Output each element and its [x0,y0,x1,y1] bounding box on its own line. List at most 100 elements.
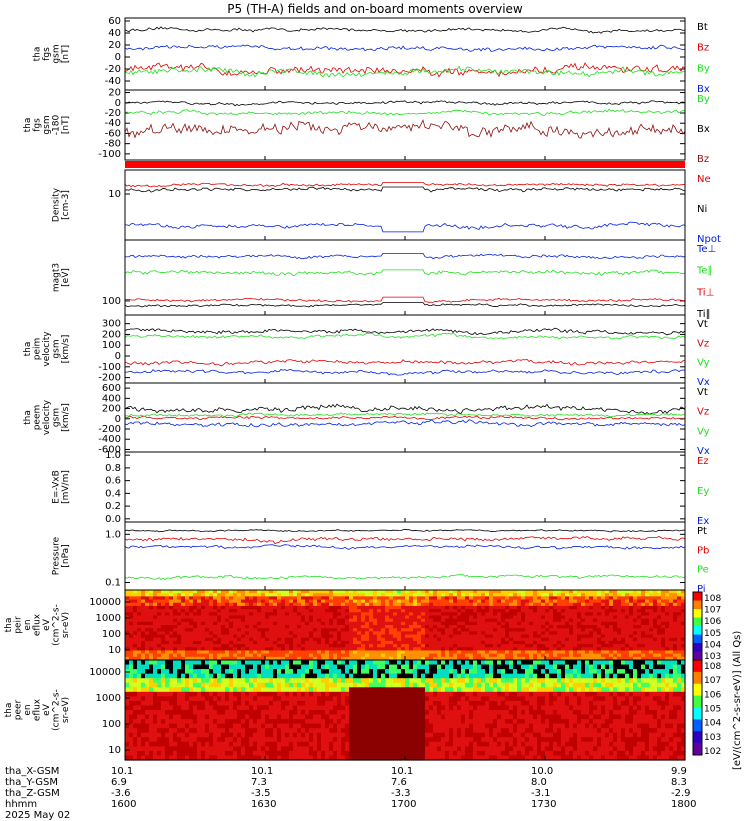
spectrogram-cell [145,687,150,692]
spectrogram-cell [349,719,354,724]
spectrogram-cell [257,715,262,720]
spectrogram-cell [377,751,382,756]
spectrogram-cell [289,742,294,747]
spectrogram-cell [241,746,246,751]
spectrogram-cell [185,751,190,756]
spectrogram-cell [389,674,394,679]
spectrogram-cell [305,701,310,706]
spectrogram-cell [401,701,406,706]
ytick-label: -100 [98,362,121,373]
spectrogram-cell [209,710,214,715]
spectrogram-cell [333,719,338,724]
spectrogram-cell [165,724,170,729]
spectrogram-cell [189,724,194,729]
spectrogram-cell [221,724,226,729]
spectrogram-cell [169,737,174,742]
spectrogram-cell [417,751,422,756]
spectrogram-cell [237,737,242,742]
ytick-label: 0.8 [105,463,121,474]
spectrogram-cell [373,728,378,733]
spectrogram-cell [309,687,314,692]
spectrogram-cell [357,683,362,688]
spectrogram-cell [417,692,422,697]
spectrogram-cell [177,715,182,720]
ylabel-line: fgs [33,118,43,132]
spectrogram-cell [325,683,330,688]
spectrogram-cell [353,715,358,720]
spectrogram-cell [249,746,254,751]
spectrogram-cell [337,696,342,701]
spectrogram-cell [277,710,282,715]
spectrogram-cell [345,751,350,756]
spectrogram-cell [373,660,378,665]
spectrogram-cell [261,742,266,747]
spectrogram-cell [205,665,210,670]
spectrogram-cell [357,728,362,733]
panel-frame [125,170,685,240]
spectrogram-cell [257,710,262,715]
spectrogram-cell [397,715,402,720]
spectrogram-cell [133,665,138,670]
ytick-label: 1.0 [105,529,121,540]
spectrogram-cell [161,674,166,679]
spectrogram-cell [341,710,346,715]
spectrogram-cell [269,665,274,670]
spectrogram-cell [405,719,410,724]
ylabel-line: [km/s] [61,403,71,432]
spectrogram-cell [177,696,182,701]
ytick-label: 0.1 [105,578,121,589]
spectrogram-cell [261,746,266,751]
spectrogram-cell [225,660,230,665]
ytick-label: 300 [102,319,121,330]
spectrogram-cell [389,678,394,683]
ylabel-line: E=-VxB [52,470,62,504]
spectrogram-cell [293,696,298,701]
spectrogram-cell [385,692,390,697]
spectrogram-cell [261,710,266,715]
spectrogram-cell [429,719,434,724]
spectrogram-cell [393,696,398,701]
spectrogram-cell [205,687,210,692]
spectrogram-cell [249,719,254,724]
spectrogram-cell [373,724,378,729]
spectrogram-cell [425,705,430,710]
spectrogram-cell [401,696,406,701]
spectrogram-cell [333,705,338,710]
spectrogram-cell [337,683,342,688]
spectrogram-cell [385,728,390,733]
spectrogram-cell [425,724,430,729]
spectrogram-cell [165,687,170,692]
spectrogram-cell [265,678,270,683]
spectrogram-cell [217,742,222,747]
spectrogram-cell [277,669,282,674]
spectrogram-cell [165,746,170,751]
spectrogram-cell [373,674,378,679]
spectrogram-cell [245,665,250,670]
spectrogram-cell [385,719,390,724]
spectrogram-cell [181,678,186,683]
spectrogram-cell [229,715,234,720]
spectrogram-cell [209,746,214,751]
spectrogram-cell [329,705,334,710]
spectrogram-cell [381,746,386,751]
ytick-label: 10 [108,189,121,200]
spectrogram-cell [285,678,290,683]
spectrogram-cell [253,674,258,679]
spectrogram-cell [373,687,378,692]
spectrogram-cell [185,692,190,697]
spectrogram-cell [245,728,250,733]
spectrogram-cell [125,665,130,670]
spectrogram-cell [417,687,422,692]
spectrogram-cell [349,715,354,720]
spectrogram-cell [197,719,202,724]
spectrogram-cell [321,674,326,679]
spectrogram-cell [365,660,370,665]
spectrogram-cell [173,674,178,679]
spectrogram-cell [389,719,394,724]
spectrogram-cell [317,692,322,697]
spectrogram-cell [325,715,330,720]
spectrogram-cell [209,660,214,665]
spectrogram-cell [277,660,282,665]
spectrogram-cell [385,669,390,674]
spectrogram-cell [413,687,418,692]
